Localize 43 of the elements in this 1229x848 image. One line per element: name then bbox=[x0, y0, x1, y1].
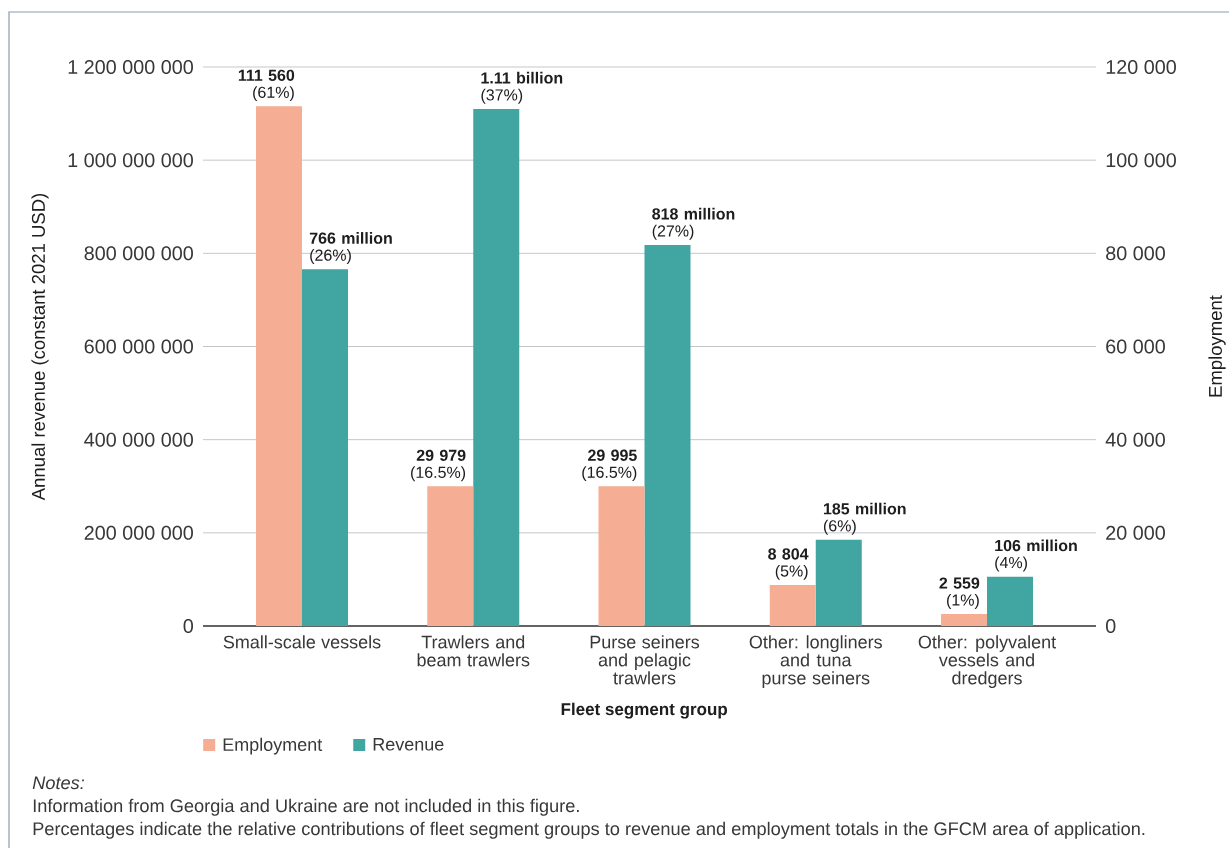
legend-label: Revenue bbox=[373, 738, 444, 751]
y-tick-label: 800 000 000 bbox=[84, 246, 193, 261]
y-tick-label: 1 200 000 000 bbox=[68, 59, 193, 75]
data-label: 766 million (26%) bbox=[309, 232, 392, 264]
x-tick-label: Other: polyvalent vessels and dredgers bbox=[918, 635, 1056, 688]
data-label: 185 million (6%) bbox=[823, 502, 906, 535]
y-tick-label: 400 000 000 bbox=[84, 432, 193, 447]
y2-tick-label: 60 000 bbox=[1106, 339, 1165, 354]
y2-tick-label: 0 bbox=[1105, 619, 1116, 634]
bar bbox=[815, 539, 862, 627]
legend-label: Employment bbox=[223, 737, 323, 755]
data-label: 818 million (27%) bbox=[652, 207, 735, 240]
x-tick-label: Small-scale vessels bbox=[223, 635, 381, 649]
text: Information from Georgia and Ukraine are not included in this figure. bbox=[33, 798, 579, 816]
data-label: 29 995 (16.5%) bbox=[582, 449, 637, 482]
data-label: 8 804 (5%) bbox=[768, 548, 809, 580]
data-label: 111 560 (61%) bbox=[238, 69, 295, 102]
x-tick-label: Purse seiners and pelagic trawlers bbox=[590, 635, 700, 685]
x-tick-label: Other: longliners and tuna purse seiners bbox=[749, 635, 882, 688]
y2-tick-label: 100 000 bbox=[1106, 153, 1176, 168]
x-axis-title: Fleet segment group bbox=[561, 702, 728, 719]
y-tick-label: 0 bbox=[183, 619, 194, 634]
text: Notes: bbox=[32, 776, 85, 790]
y-tick-label: 600 000 000 bbox=[84, 339, 193, 354]
y-axis-title: Annual revenue (constant 2021 USD) bbox=[31, 193, 49, 501]
data-label: 29 979 (16.5%) bbox=[411, 449, 466, 482]
y-tick-label: 1 000 000 000 bbox=[68, 153, 193, 168]
y2-tick-label: 120 000 bbox=[1106, 59, 1176, 75]
bar bbox=[644, 244, 691, 627]
data-label: 106 million (4%) bbox=[995, 539, 1077, 572]
y2-tick-label: 40 000 bbox=[1105, 432, 1165, 447]
bar bbox=[941, 614, 988, 627]
y2-axis-title: Employment bbox=[1208, 295, 1226, 397]
y2-tick-label: 80 000 bbox=[1106, 246, 1165, 261]
bar bbox=[987, 576, 1034, 627]
bar bbox=[427, 486, 474, 627]
x-tick-label: Trawlers and beam trawlers bbox=[417, 635, 530, 667]
text: Percentages indicate the relative contributions of fleet segment groups to revenue and employment totals in the GFCM area of application. bbox=[33, 821, 1145, 839]
data-label: 1.11 billion (37%) bbox=[481, 71, 563, 104]
data-label: 2 559 (1%) bbox=[939, 577, 980, 609]
y-tick-label: 200 000 000 bbox=[84, 525, 193, 540]
bar bbox=[473, 108, 520, 627]
y2-tick-label: 20 000 bbox=[1106, 525, 1165, 540]
